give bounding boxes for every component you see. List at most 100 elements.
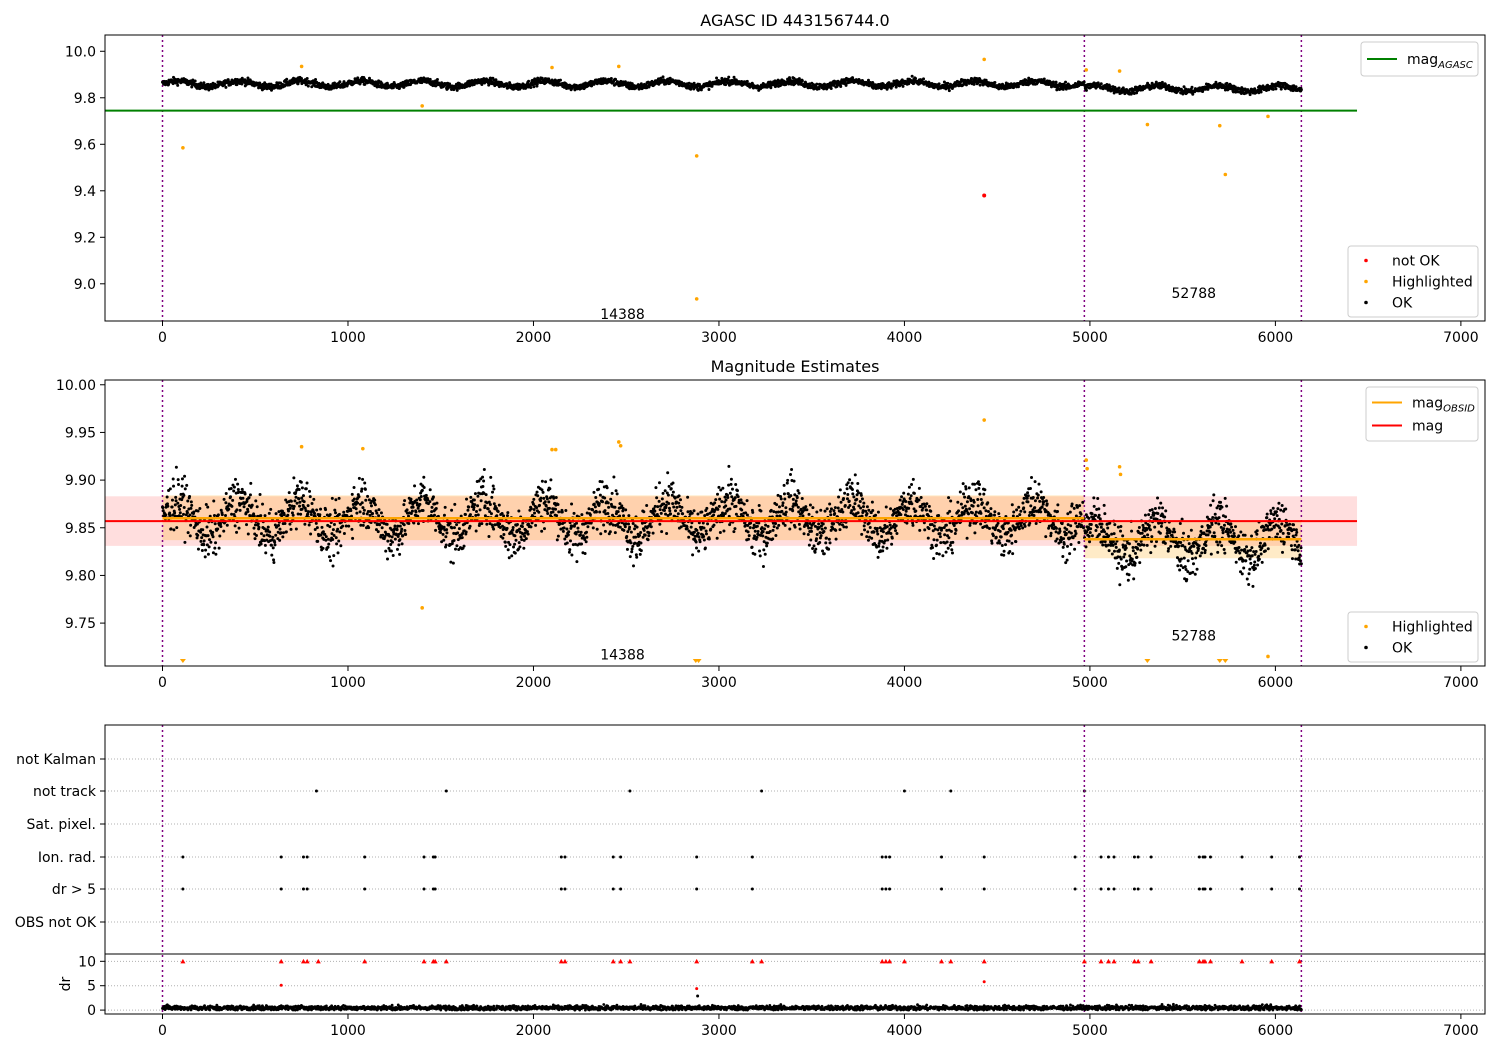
ok-point	[259, 514, 263, 518]
ok-point	[170, 505, 174, 509]
ok-point	[724, 83, 728, 87]
ok-point	[299, 480, 303, 484]
ok-point	[506, 548, 510, 552]
ok-point	[235, 508, 239, 512]
ok-point	[771, 537, 775, 541]
ok-point	[625, 534, 629, 538]
ok-point	[828, 509, 832, 513]
ok-point	[576, 526, 580, 530]
ok-point	[761, 534, 765, 538]
y-tick-label: 10.0	[65, 44, 96, 60]
ok-point	[173, 511, 177, 515]
legend-dot-swatch	[1364, 279, 1368, 284]
ok-point	[481, 475, 485, 479]
ok-point	[548, 487, 552, 491]
ok-point	[647, 534, 651, 538]
ok-point	[165, 495, 169, 499]
ok-point	[230, 504, 234, 508]
ok-point	[647, 531, 651, 535]
ok-point	[424, 493, 428, 497]
ok-point	[373, 503, 377, 507]
ok-point	[600, 480, 604, 484]
legend-label: not OK	[1392, 254, 1440, 270]
ok-point	[766, 524, 770, 528]
ok-point	[1064, 80, 1068, 84]
ok-point	[212, 499, 216, 503]
ok-point	[609, 497, 613, 501]
ok-point	[176, 478, 180, 482]
ok-point	[758, 554, 762, 558]
ok-point	[665, 531, 669, 535]
ok-point	[287, 509, 291, 513]
ok-point	[232, 489, 236, 493]
ok-point	[580, 542, 584, 546]
ok-point	[729, 477, 733, 481]
ok-point	[306, 504, 310, 508]
ok-point	[468, 513, 472, 517]
highlighted-point	[1266, 114, 1270, 119]
ok-point	[728, 523, 732, 527]
ok-point	[660, 497, 664, 501]
ok-point	[444, 535, 448, 539]
ok-point	[591, 508, 595, 512]
ok-point	[312, 497, 316, 501]
ok-point	[245, 523, 249, 527]
ok-point	[809, 526, 813, 530]
ok-point	[494, 506, 498, 510]
ok-point	[836, 506, 840, 510]
ok-point	[453, 547, 457, 551]
ok-point	[946, 81, 950, 85]
ok-point	[839, 500, 843, 504]
ok-point	[415, 498, 419, 502]
ok-point	[298, 500, 302, 504]
ok-point	[314, 521, 318, 525]
ok-point	[361, 506, 365, 510]
ok-point	[808, 503, 812, 507]
ok-point	[658, 522, 662, 526]
ok-point	[277, 523, 281, 527]
ok-point	[201, 528, 205, 532]
ok-point	[538, 503, 542, 507]
ok-point	[489, 512, 493, 516]
ok-point	[785, 481, 789, 485]
ok-point	[518, 527, 522, 531]
ok-point	[629, 541, 633, 545]
ok-point	[416, 522, 420, 526]
ok-point	[638, 552, 642, 556]
ok-point	[1099, 82, 1103, 86]
ok-point	[202, 81, 206, 85]
ok-point	[410, 509, 414, 513]
ok-point	[606, 501, 610, 505]
ok-point	[660, 530, 664, 534]
ok-point	[544, 504, 548, 508]
ok-point	[236, 482, 240, 486]
ok-point	[259, 532, 263, 536]
ok-point	[204, 503, 208, 507]
ok-point	[444, 543, 448, 547]
ok-point	[274, 533, 278, 537]
ok-point	[554, 507, 558, 511]
ok-point	[729, 482, 733, 486]
ok-point	[800, 497, 804, 501]
ok-point	[823, 509, 827, 513]
ok-point	[567, 530, 571, 534]
ok-point	[362, 512, 366, 516]
ok-point	[586, 525, 590, 529]
ok-point	[730, 487, 734, 491]
ok-point	[349, 509, 353, 513]
ok-point	[759, 509, 763, 513]
ok-point	[695, 528, 699, 532]
ok-point	[254, 534, 258, 538]
ok-point	[430, 505, 434, 509]
ok-point	[714, 498, 718, 502]
highlighted-point	[550, 65, 554, 70]
ok-point	[539, 499, 543, 503]
ok-point	[190, 503, 194, 507]
ok-point	[579, 530, 583, 534]
ok-point	[964, 83, 968, 87]
ok-point	[821, 549, 825, 553]
ok-point	[489, 76, 493, 80]
ok-point	[190, 85, 194, 89]
ok-point	[595, 527, 599, 531]
ok-point	[717, 504, 721, 508]
